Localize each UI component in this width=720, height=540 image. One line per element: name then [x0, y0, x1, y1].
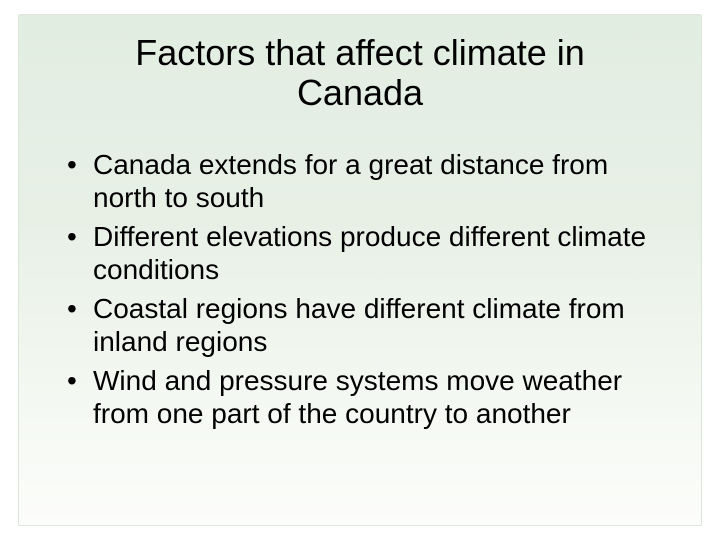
bullet-item: Wind and pressure systems move weather f… — [63, 364, 665, 430]
slide-container: Factors that affect climate in Canada Ca… — [0, 0, 720, 540]
bullet-item: Canada extends for a great distance from… — [63, 148, 665, 214]
bullet-item: Coastal regions have different climate f… — [63, 292, 665, 358]
slide-panel: Factors that affect climate in Canada Ca… — [18, 14, 702, 526]
bullet-list: Canada extends for a great distance from… — [55, 148, 665, 430]
slide-title: Factors that affect climate in Canada — [55, 33, 665, 112]
bullet-item: Different elevations produce different c… — [63, 220, 665, 286]
